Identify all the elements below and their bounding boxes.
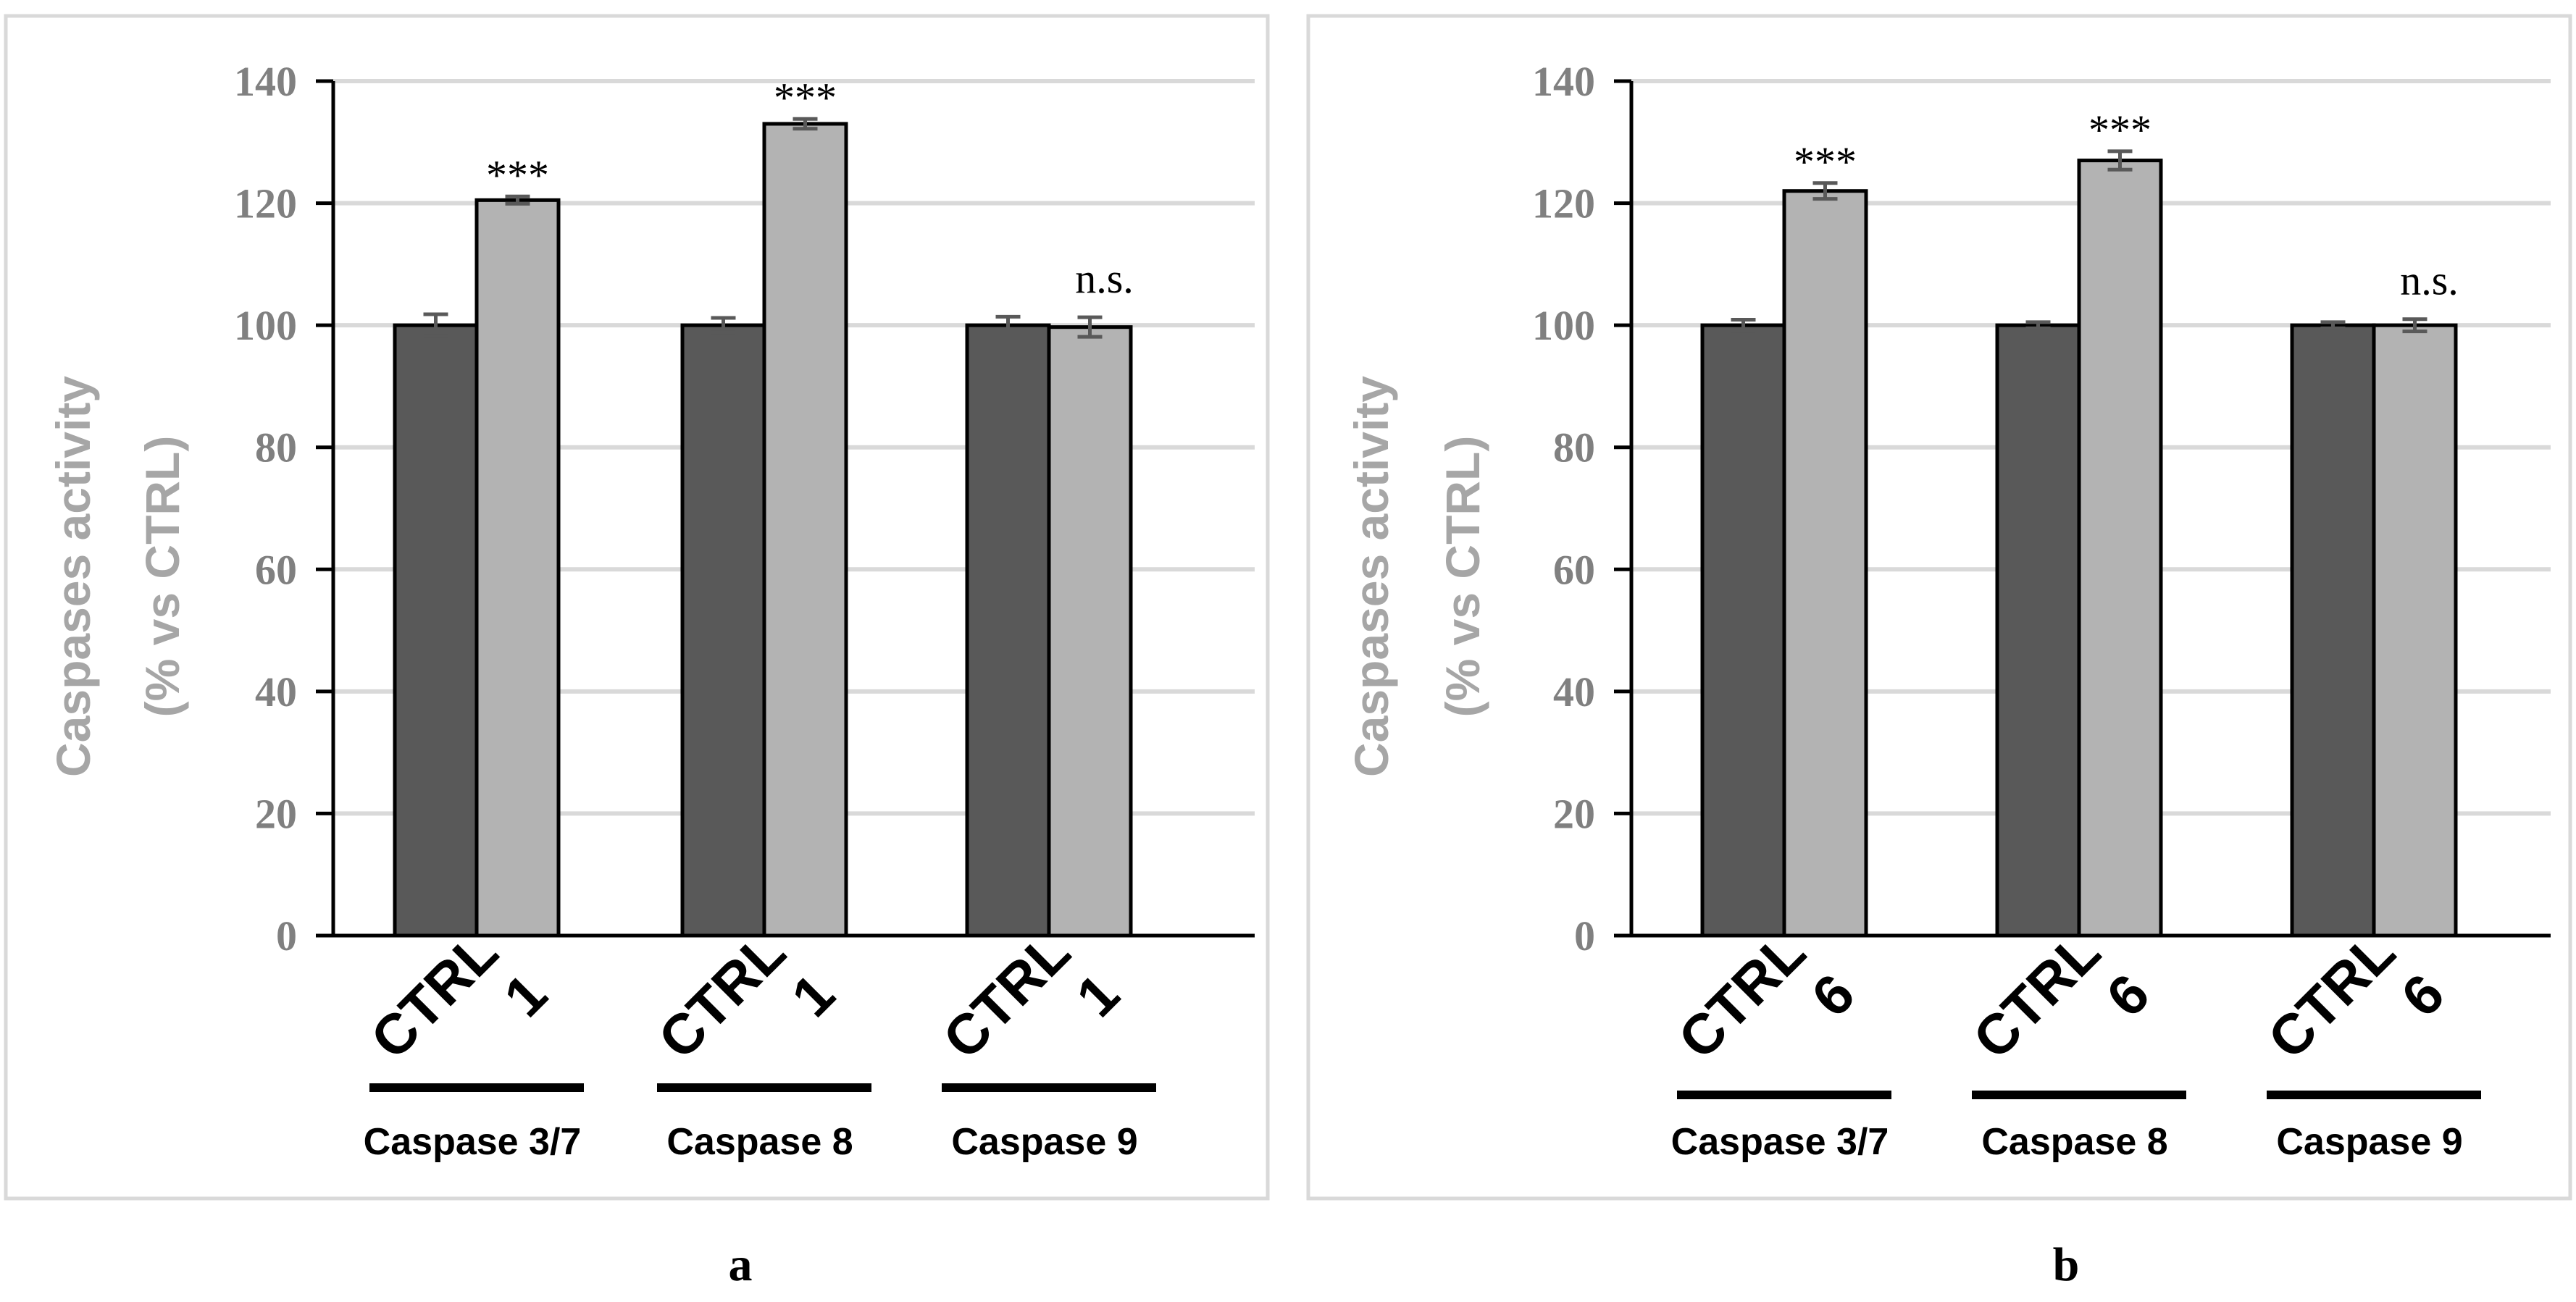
bar	[393, 323, 479, 938]
chart-panel-b: 0 20 40 60 80 100 120 140 Caspases activity (% vs…	[1306, 14, 2572, 1291]
bar	[2290, 323, 2376, 938]
y-tick-label: 100	[1532, 302, 1595, 349]
bar	[2077, 159, 2163, 938]
y-axis-title-line1: Caspases activity	[1345, 376, 1398, 777]
y-tick-label: 40	[255, 668, 297, 715]
x-tick-label: CTRL	[1666, 920, 1818, 1071]
y-axis-title-line1: Caspases activity	[46, 376, 100, 777]
bar	[1047, 325, 1133, 938]
x-tick-label: CTRL	[359, 920, 510, 1071]
x-tick-label: CTRL	[646, 920, 798, 1071]
y-tick-label: 80	[1553, 424, 1595, 471]
panel-letter: b	[2053, 1238, 2080, 1291]
bar	[1995, 323, 2081, 938]
significance-label: n.s.	[2400, 257, 2459, 304]
chart-panel-a: 0 20 40 60 80 100 120 140 Caspases activity (% vs…	[4, 14, 1270, 1291]
group-label: Caspase 8	[666, 1121, 853, 1163]
significance-label: ***	[2088, 106, 2151, 154]
significance-label: ***	[486, 151, 549, 198]
y-tick-label: 0	[1574, 912, 1595, 959]
significance-label: n.s.	[1075, 255, 1134, 302]
y-tick-label: 60	[1553, 546, 1595, 593]
x-tick-label: CTRL	[2256, 920, 2407, 1071]
significance-label: ***	[774, 74, 837, 121]
y-axis-title-line2: (% vs CTRL)	[1436, 436, 1489, 718]
y-tick-label: 100	[234, 302, 297, 349]
panel-letter: a	[729, 1238, 753, 1291]
group-label: Caspase 9	[951, 1121, 1137, 1163]
y-tick-label: 60	[255, 546, 297, 593]
y-tick-label: 20	[1553, 790, 1595, 837]
group-label: Caspase 3/7	[1671, 1121, 1889, 1163]
significance-label: ***	[1794, 138, 1857, 185]
group-label: Caspase 9	[2276, 1121, 2462, 1163]
group-label: Caspase 8	[1981, 1121, 2167, 1163]
bar	[680, 323, 766, 938]
group-label: Caspase 3/7	[364, 1121, 582, 1163]
y-tick-label: 80	[255, 424, 297, 471]
bar	[762, 122, 848, 938]
panel-frame	[1306, 14, 2572, 1201]
y-tick-label: 120	[1532, 180, 1595, 227]
bar	[474, 198, 561, 938]
y-tick-label: 40	[1553, 668, 1595, 715]
panel-frame	[4, 14, 1270, 1201]
bar	[2372, 323, 2458, 938]
y-tick-label: 120	[234, 180, 297, 227]
y-tick-label: 0	[276, 912, 297, 959]
y-tick-label: 140	[234, 58, 297, 105]
bar	[965, 323, 1051, 938]
y-axis-title-line2: (% vs CTRL)	[135, 436, 189, 718]
x-tick-label: CTRL	[931, 920, 1082, 1071]
bar	[1782, 189, 1868, 938]
y-tick-label: 140	[1532, 58, 1595, 105]
bar	[1700, 323, 1786, 938]
y-tick-label: 20	[255, 790, 297, 837]
x-tick-label: CTRL	[1961, 920, 2112, 1071]
